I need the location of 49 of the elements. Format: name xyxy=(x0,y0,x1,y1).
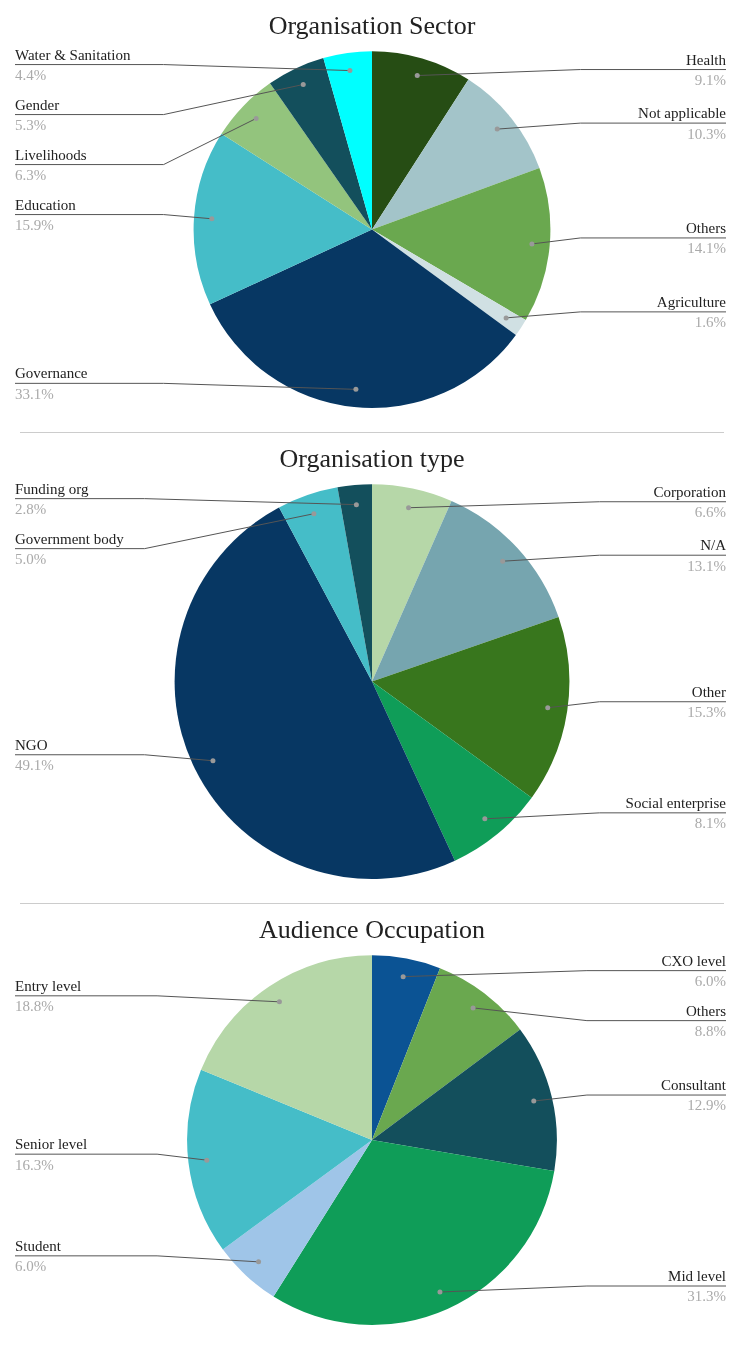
slice-label: Other xyxy=(691,683,726,700)
slice-label: Senior level xyxy=(15,1136,88,1153)
data-label: 2.8% xyxy=(15,501,47,518)
slice-label: Health xyxy=(686,51,727,68)
data-label: 5.0% xyxy=(15,551,47,568)
slice-label: Gender xyxy=(15,96,60,113)
slice-label: Entry level xyxy=(15,977,82,994)
data-label: 1.6% xyxy=(694,314,726,331)
slice-label: Others xyxy=(686,1002,727,1019)
slice-label: Funding org xyxy=(15,480,89,497)
slice-label: Corporation xyxy=(653,483,727,500)
data-label: 6.6% xyxy=(694,504,726,521)
slice-label: Mid level xyxy=(668,1268,726,1285)
slice-label: Student xyxy=(15,1237,62,1254)
data-label: 15.9% xyxy=(15,217,54,234)
slice-label: Social enterprise xyxy=(625,794,727,811)
data-label: 5.3% xyxy=(15,117,47,134)
data-label: 15.3% xyxy=(687,704,726,721)
data-label: 33.1% xyxy=(15,385,54,402)
slice-label: Livelihoods xyxy=(15,146,87,163)
data-label: 8.8% xyxy=(694,1023,726,1040)
slice-label: Others xyxy=(686,219,727,236)
data-label: 10.3% xyxy=(687,125,726,142)
slice-label: Not applicable xyxy=(638,105,727,122)
data-label: 6.0% xyxy=(15,1258,47,1275)
data-label: 18.8% xyxy=(15,998,54,1015)
data-label: 31.3% xyxy=(687,1288,726,1305)
data-label: 6.3% xyxy=(15,167,47,184)
slice-label: N/A xyxy=(700,537,727,554)
data-label: 9.1% xyxy=(694,71,726,88)
data-label: 13.1% xyxy=(687,557,726,574)
data-label: 49.1% xyxy=(15,757,54,774)
chart-title: Organisation Sector xyxy=(268,11,476,41)
slice-label: Agriculture xyxy=(656,293,727,310)
slice-label: Governance xyxy=(15,365,88,382)
data-label: 16.3% xyxy=(15,1156,54,1173)
slice-label: Government body xyxy=(15,530,125,547)
data-label: 12.9% xyxy=(687,1097,726,1114)
data-label: 14.1% xyxy=(687,240,726,257)
slice-label: Water & Sanitation xyxy=(15,46,131,63)
chart-title: Audience Occupation xyxy=(259,915,485,945)
data-label: 6.0% xyxy=(694,973,726,990)
data-label: 8.1% xyxy=(694,815,726,832)
slice-label: Consultant xyxy=(660,1077,727,1094)
slice-label: NGO xyxy=(15,736,48,753)
data-label: 4.4% xyxy=(15,67,47,84)
chart-title: Organisation type xyxy=(279,444,465,474)
slice-label: CXO level xyxy=(661,952,726,969)
slice-label: Education xyxy=(15,196,77,213)
